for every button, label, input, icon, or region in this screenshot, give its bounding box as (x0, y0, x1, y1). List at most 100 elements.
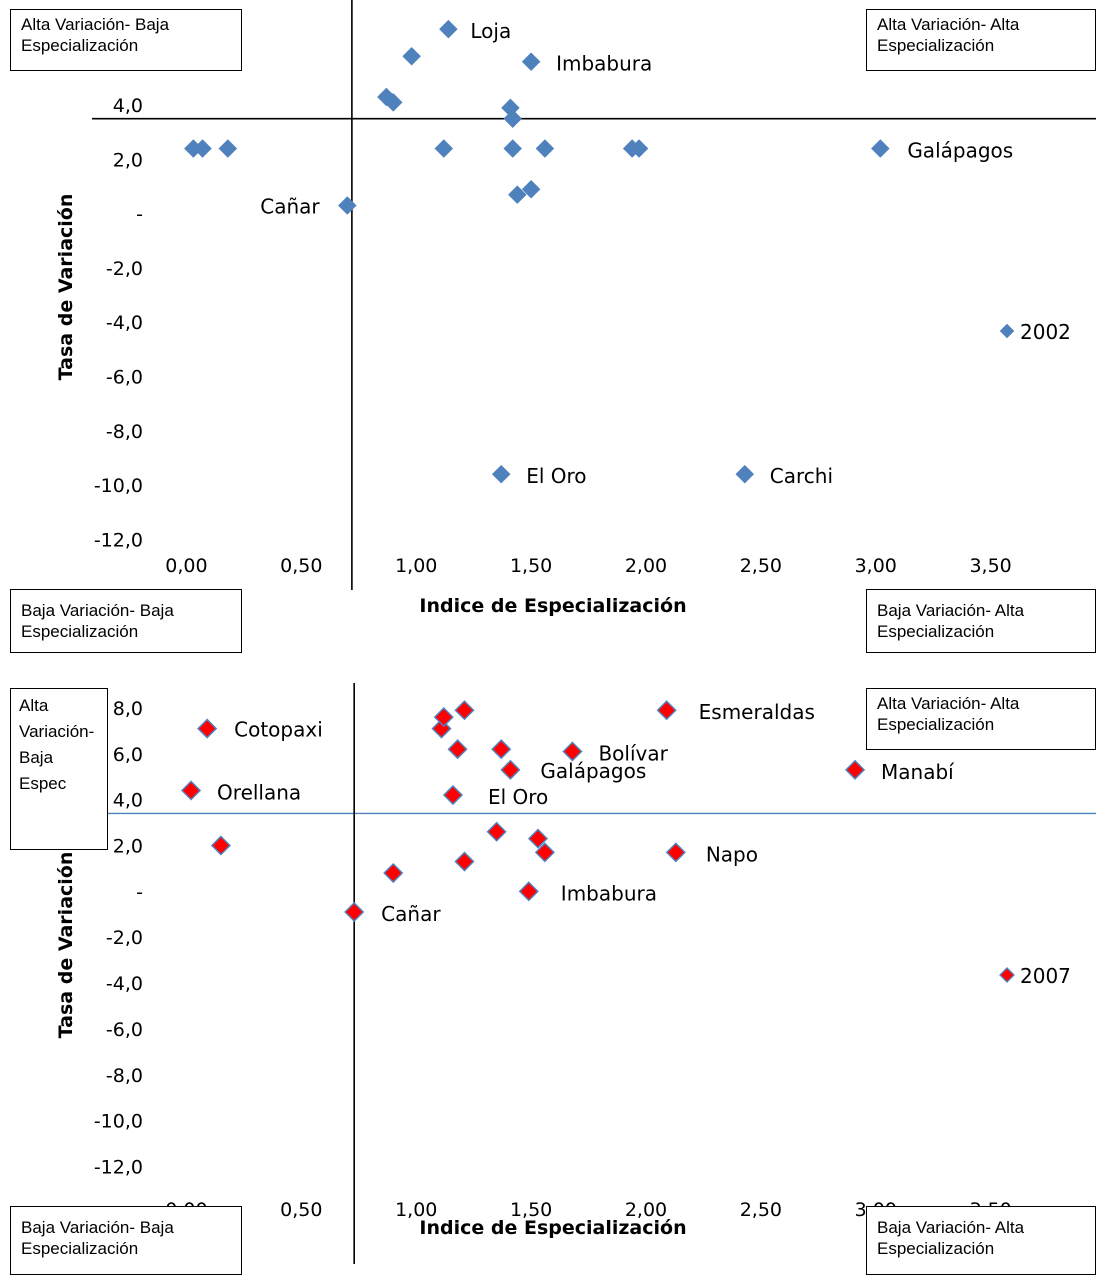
x-tick-label: 0,00 (165, 555, 207, 577)
data-point-label: Cañar (260, 195, 320, 219)
y-tick-label: -6,0 (106, 1019, 143, 1041)
quadrant-label: Alta Variación- Alta Especialización (877, 15, 1020, 55)
data-point (870, 139, 890, 158)
data-point (433, 707, 454, 728)
x-tick-label: 2,50 (740, 1199, 782, 1221)
data-point-label: Bolívar (598, 741, 668, 765)
y-tick-label: -12,0 (94, 529, 143, 551)
y-tick-label: -4,0 (106, 312, 143, 334)
data-point (500, 759, 521, 780)
data-point-label: El Oro (488, 785, 548, 809)
x-tick-label: 1,50 (510, 555, 552, 577)
y-tick-label: 2,0 (113, 149, 143, 171)
legend-marker (999, 323, 1015, 339)
data-point (507, 185, 527, 205)
y-axis-title: Tasa de Variación (55, 194, 77, 381)
x-tick-label: 1,00 (395, 555, 437, 577)
data-point (383, 93, 403, 112)
data-point (503, 109, 523, 129)
legend-marker (999, 967, 1015, 983)
data-point (218, 139, 238, 158)
data-point (486, 821, 507, 842)
data-point-label: Imbabura (561, 881, 657, 905)
data-point-label: Imbabura (556, 52, 652, 76)
quadrant-label: Baja Variación- Baja Especialización (21, 601, 174, 641)
plot-area-2007: 8,0 6,0 4,0 2,0 - -2,0 -4,0 -6,0 -8,0 -10,0 -12,0 0… (55, 683, 1096, 1264)
data-point-label: Carchi (770, 464, 833, 488)
x-tick-label: 2,00 (625, 555, 667, 577)
data-point (735, 464, 755, 484)
quadrant-label: Alta Variación- Alta Especialización (877, 694, 1020, 734)
quadrant-box-top-right: Alta Variación- Alta Especialización (866, 688, 1096, 750)
x-axis-title: Indice de Especialización (419, 1217, 686, 1239)
data-point (210, 835, 231, 856)
data-point-label: Loja (470, 19, 511, 43)
data-point-label: Cotopaxi (234, 718, 323, 742)
quadrant-label: Baja Variación- Alta Especialización (877, 1218, 1025, 1258)
quadrant-box-bottom-right: Baja Variación- Alta Especialización (866, 1206, 1096, 1275)
x-tick-label: 3,00 (855, 555, 897, 577)
data-point-label: Cañar (381, 902, 441, 926)
x-tick-label: 1,00 (395, 1199, 437, 1221)
legend-label: 2007 (1020, 964, 1071, 988)
quadrant-box-bottom-left: Baja Variación- Baja Especialización (10, 1206, 242, 1275)
data-point (180, 780, 202, 801)
data-point (665, 842, 686, 863)
data-point (629, 139, 649, 158)
data-point-label: Galápagos (540, 759, 646, 783)
x-tick-label: 0,50 (280, 1199, 322, 1221)
scatter-chart-2002: 6,04,02,0--2,0-4,0-6,0-8,0-10,0-12,00,00… (10, 0, 1096, 653)
legend-label: 2002 (1020, 320, 1071, 344)
y-tick-label: -12,0 (94, 1156, 143, 1178)
y-tick-label: 4,0 (113, 95, 143, 117)
data-point (491, 739, 512, 760)
data-point (402, 46, 421, 66)
y-tick-label: - (136, 881, 143, 903)
y-tick-label: 2,0 (113, 835, 143, 857)
data-point (562, 741, 583, 762)
data-point (344, 901, 365, 923)
plot-area-2002: 6,04,02,0--2,0-4,0-6,0-8,0-10,0-12,00,00… (55, 0, 1096, 617)
quadrant-box-bottom-right: Baja Variación- Alta Especialización (866, 589, 1096, 653)
y-axis-title: Tasa de Variación (55, 852, 77, 1039)
quadrant-label: Baja Variación- Alta Especialización (877, 601, 1025, 641)
quadrant-box-top-left: Alta Variación- Baja Especialización (10, 9, 242, 71)
y-tick-label: -8,0 (106, 1065, 143, 1087)
y-tick-label: -6,0 (106, 366, 143, 388)
y-tick-label: -10,0 (94, 1111, 143, 1133)
x-axis-title: Indice de Especialización (419, 595, 686, 617)
x-tick-label: 0,50 (280, 555, 322, 577)
data-point-label: Esmeraldas (699, 700, 815, 724)
data-point (503, 139, 523, 158)
y-tick-label: -4,0 (106, 973, 143, 995)
x-tick-label: 3,50 (969, 555, 1011, 577)
data-point-label: El Oro (526, 464, 586, 488)
data-point (491, 464, 511, 484)
data-point (521, 52, 541, 72)
data-point (442, 784, 464, 806)
quadrant-label: Alta Variación- Baja Espec (19, 696, 95, 793)
y-tick-label: - (136, 204, 143, 226)
y-tick-label: -2,0 (106, 258, 143, 280)
quadrant-label: Baja Variación- Baja Especialización (21, 1218, 174, 1258)
x-tick-label: 1,50 (510, 1199, 552, 1221)
data-point (844, 759, 866, 780)
quadrant-label: Alta Variación- Baja Especialización (21, 15, 170, 55)
y-tick-label: -8,0 (106, 421, 143, 443)
data-point-label: Orellana (217, 780, 301, 804)
y-tick-label: 8,0 (113, 698, 143, 720)
y-tick-label: -10,0 (94, 475, 143, 497)
x-tick-label: 2,50 (740, 555, 782, 577)
data-point (337, 196, 357, 215)
data-point-label: Manabí (881, 760, 955, 784)
quadrant-box-bottom-left: Baja Variación- Baja Especialización (10, 589, 242, 653)
data-point (521, 179, 541, 199)
data-point (434, 139, 454, 158)
data-point (454, 851, 475, 872)
data-point-label: Napo (706, 842, 758, 866)
data-point (656, 700, 677, 721)
data-point (197, 718, 218, 739)
scatter-chart-2007: 8,0 6,0 4,0 2,0 - -2,0 -4,0 -6,0 -8,0 -10,0 -12,0 0… (0, 683, 1096, 1275)
data-point (454, 700, 475, 721)
data-point (534, 842, 555, 863)
